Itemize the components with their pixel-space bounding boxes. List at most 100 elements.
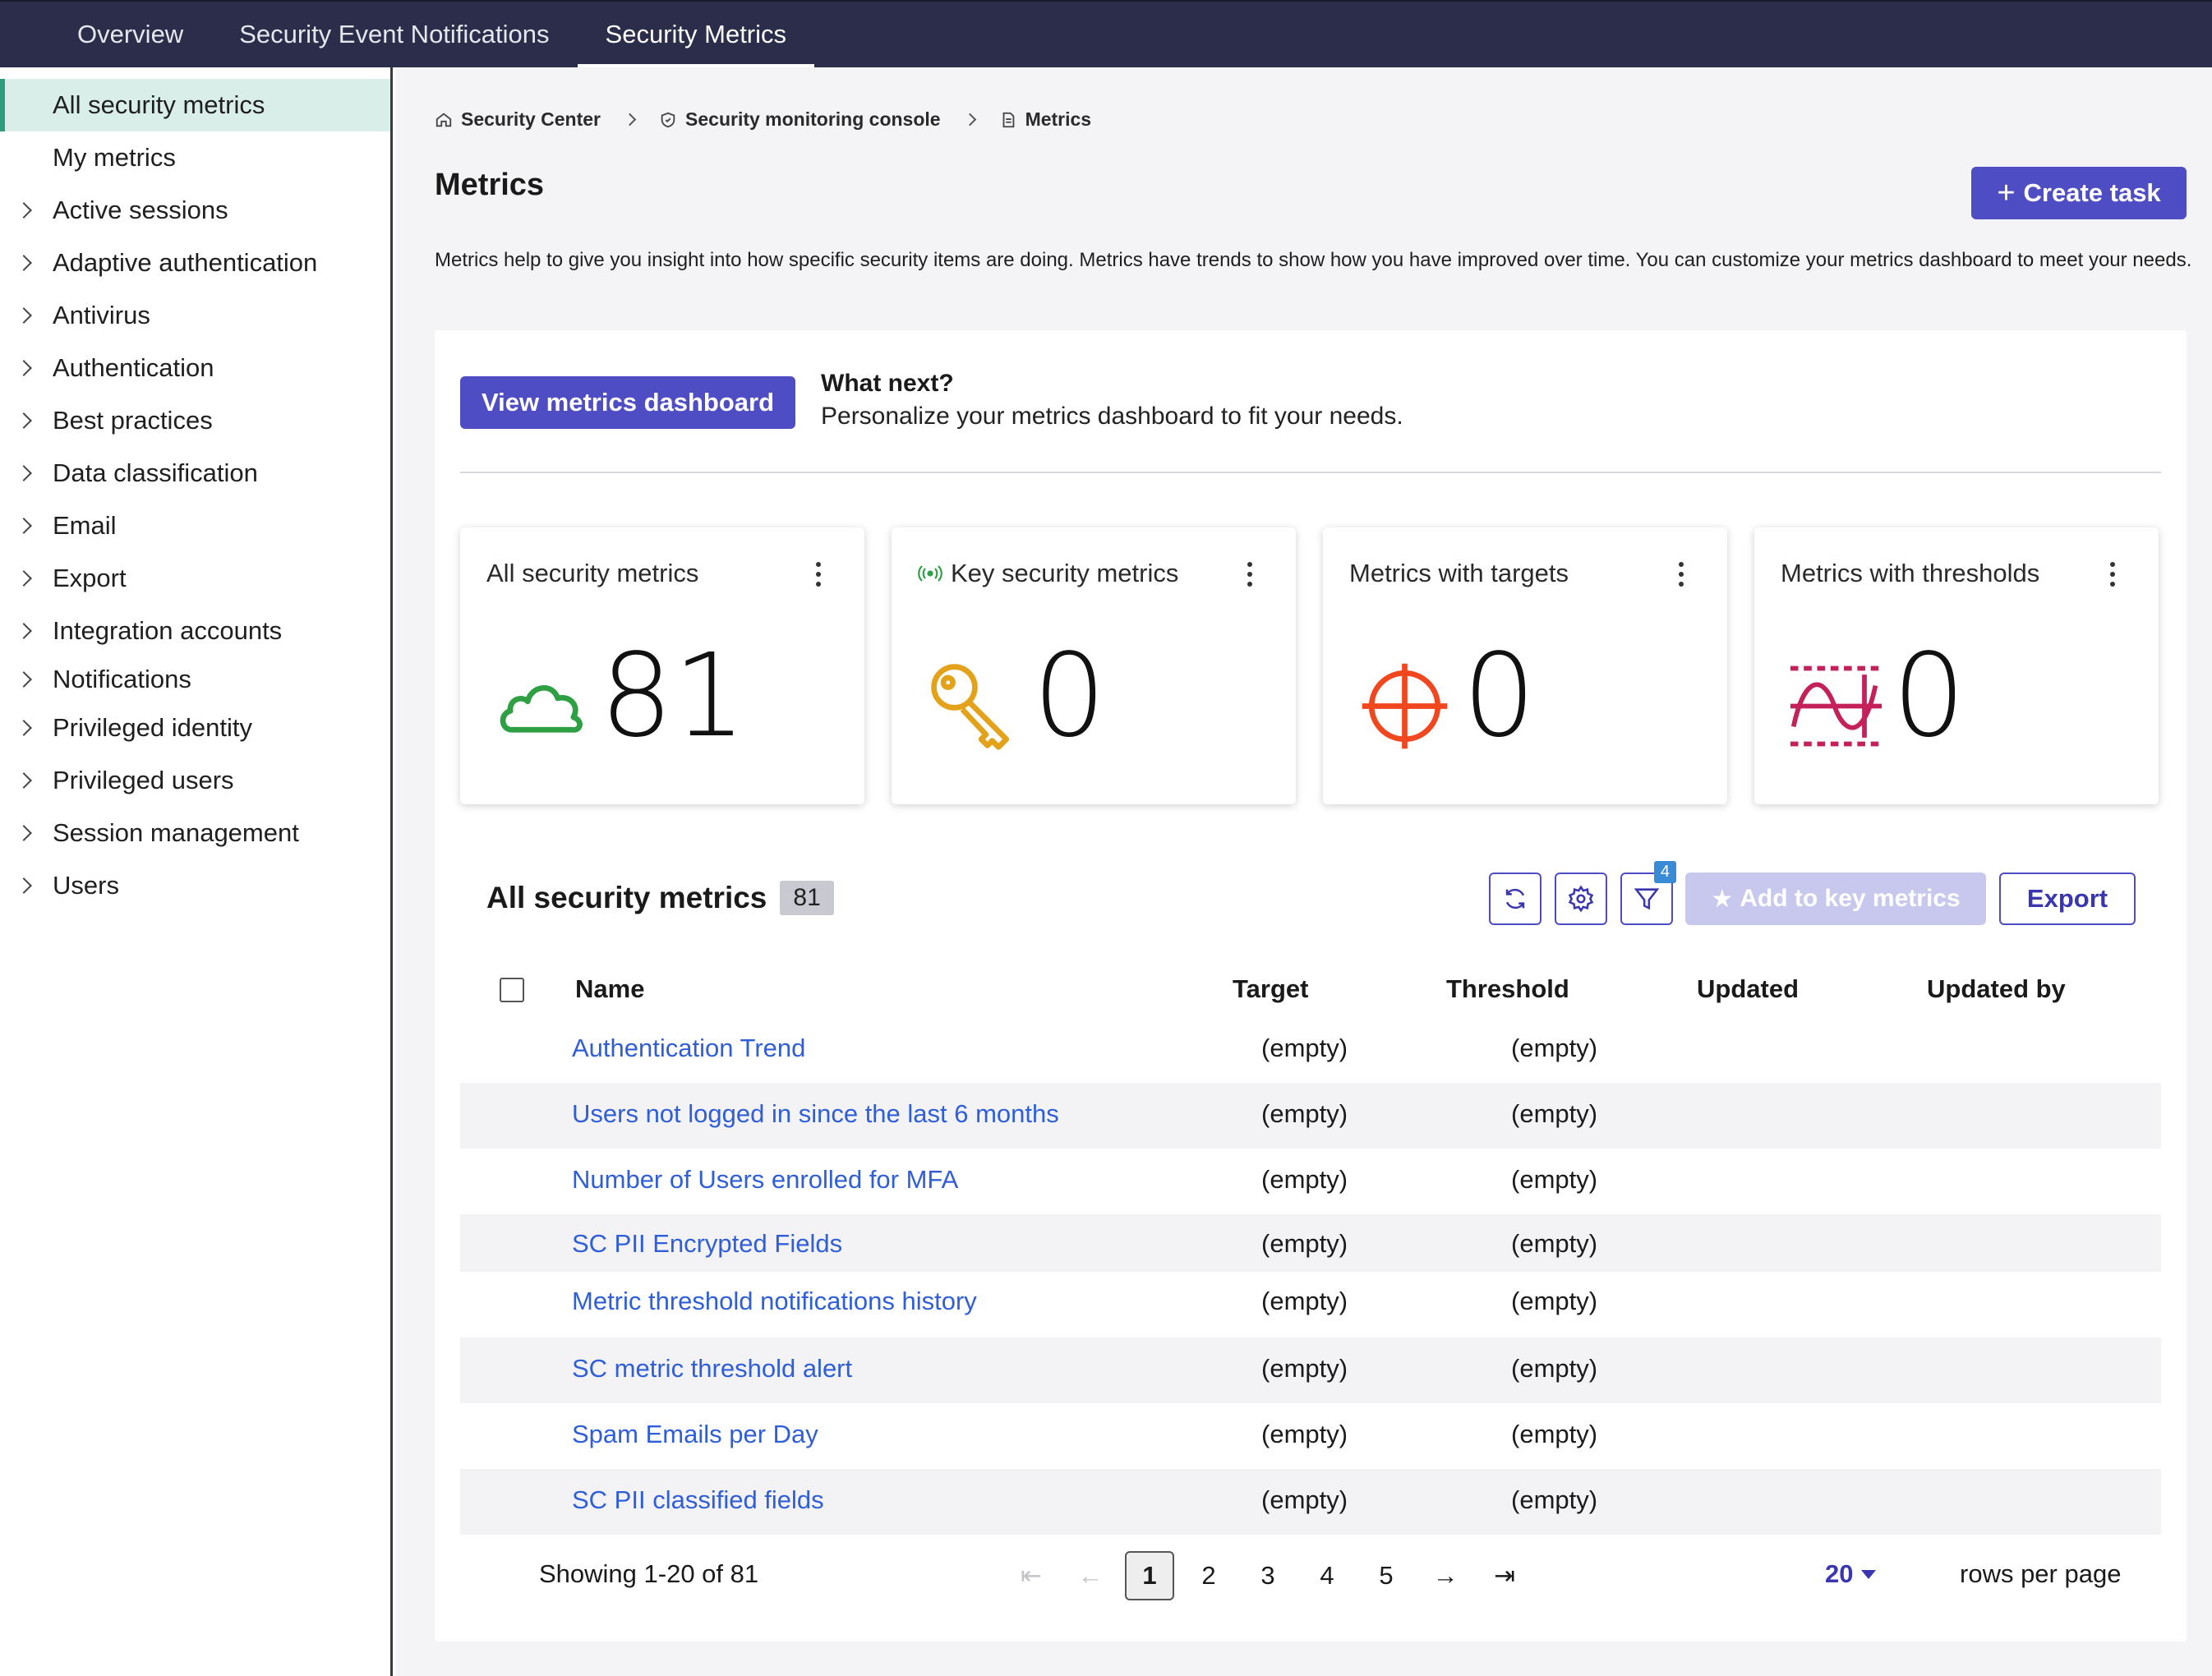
next-page-icon[interactable]: → [1432, 1561, 1459, 1590]
metrics-panel: View metrics dashboard What next? Person… [435, 330, 2187, 1641]
select-all-checkbox[interactable] [500, 978, 524, 1002]
card-metrics-with-thresholds[interactable]: Metrics with thresholds 0 [1754, 527, 2159, 804]
sidebar-item-privileged-identity[interactable]: Privileged identity [0, 702, 390, 754]
table-row: Users not logged in since the last 6 mon… [460, 1083, 2161, 1149]
tab-security-event-notifications[interactable]: Security Event Notifications [239, 20, 550, 48]
page-3-button[interactable]: 3 [1260, 1561, 1275, 1590]
table-row: SC PII classified fields (empty) (empty) [460, 1469, 2161, 1535]
sidebar-item-label: Adaptive authentication [53, 248, 318, 277]
sidebar-item-export[interactable]: Export [0, 552, 390, 605]
view-metrics-dashboard-button[interactable]: View metrics dashboard [460, 376, 795, 429]
sidebar-item-label: Session management [53, 818, 299, 847]
chevron-right-icon [16, 307, 32, 324]
main-content: Security Center Security monitoring cons… [395, 67, 2212, 1676]
metric-target: (empty) [1261, 1287, 1348, 1315]
tab-overview[interactable]: Overview [77, 20, 184, 48]
document-icon [1002, 112, 1014, 127]
star-icon: ★ [1711, 885, 1734, 913]
metric-name-link[interactable]: SC PII classified fields [572, 1485, 824, 1514]
kebab-menu-icon[interactable] [2109, 562, 2116, 587]
table-row: Metric threshold notifications history (… [460, 1272, 2161, 1338]
settings-button[interactable] [1555, 873, 1607, 925]
chevron-right-icon [963, 113, 976, 127]
metric-name-link[interactable]: Number of Users enrolled for MFA [572, 1165, 959, 1194]
filter-count-badge: 4 [1653, 861, 1676, 883]
chevron-right-icon [623, 113, 637, 127]
sidebar-item-active-sessions[interactable]: Active sessions [0, 184, 390, 237]
sidebar-item-label: Antivirus [53, 301, 150, 329]
chevron-right-icon [16, 623, 32, 639]
card-value: 0 [1892, 629, 1966, 763]
card-title: All security metrics [486, 559, 699, 587]
refresh-icon [1505, 888, 1525, 909]
key-icon [931, 664, 1010, 750]
sidebar: All security metrics My metrics Active s… [0, 67, 393, 1676]
page-5-button[interactable]: 5 [1379, 1561, 1394, 1590]
page-1-button[interactable]: 1 [1125, 1551, 1174, 1600]
kebab-menu-icon[interactable] [815, 562, 822, 587]
column-header-updated[interactable]: Updated [1697, 974, 1799, 1003]
sidebar-item-notifications[interactable]: Notifications [0, 657, 390, 702]
sidebar-item-privileged-users[interactable]: Privileged users [0, 754, 390, 807]
column-header-updated-by[interactable]: Updated by [1927, 974, 2066, 1003]
metric-threshold: (empty) [1511, 1287, 1598, 1315]
metric-target: (empty) [1261, 1354, 1348, 1383]
metric-threshold: (empty) [1511, 1034, 1598, 1062]
card-key-security-metrics[interactable]: Key security metrics 0 [892, 527, 1296, 804]
create-task-button[interactable]: + Create task [1971, 167, 2187, 219]
sidebar-item-label: Privileged identity [53, 713, 252, 742]
pagination: Showing 1-20 of 81 ⇤ ← 1 2 3 4 5 → ⇥ 20 … [435, 1543, 2187, 1609]
sidebar-item-adaptive-authentication[interactable]: Adaptive authentication [0, 237, 390, 289]
metric-name-link[interactable]: SC metric threshold alert [572, 1354, 853, 1383]
add-to-key-metrics-button[interactable]: ★ Add to key metrics [1685, 873, 1986, 925]
first-page-icon[interactable]: ⇤ [1021, 1561, 1042, 1590]
sidebar-item-users[interactable]: Users [0, 859, 390, 912]
kebab-menu-icon[interactable] [1247, 562, 1253, 587]
sidebar-item-authentication[interactable]: Authentication [0, 342, 390, 394]
sidebar-item-antivirus[interactable]: Antivirus [0, 289, 390, 342]
sidebar-item-all-security-metrics[interactable]: All security metrics [0, 79, 390, 131]
breadcrumb-item-security-center[interactable]: Security Center [435, 108, 601, 131]
divider [460, 472, 2161, 473]
metric-name-link[interactable]: Users not logged in since the last 6 mon… [572, 1099, 1059, 1128]
sidebar-item-label: Data classification [53, 458, 258, 487]
sidebar-item-label: Best practices [53, 406, 213, 435]
sidebar-item-email[interactable]: Email [0, 500, 390, 552]
page-2-button[interactable]: 2 [1201, 1561, 1216, 1590]
last-page-icon[interactable]: ⇥ [1494, 1561, 1515, 1590]
metric-name-link[interactable]: Spam Emails per Day [572, 1420, 818, 1448]
refresh-button[interactable] [1489, 873, 1541, 925]
caret-down-icon [1861, 1569, 1877, 1579]
card-title: Metrics with thresholds [1781, 559, 2040, 587]
card-metrics-with-targets[interactable]: Metrics with targets 0 [1323, 527, 1727, 804]
sidebar-item-session-management[interactable]: Session management [0, 807, 390, 859]
column-header-target[interactable]: Target [1233, 974, 1309, 1003]
intro-text: Metrics help to give you insight into ho… [435, 249, 2192, 271]
metric-target: (empty) [1261, 1229, 1348, 1258]
sidebar-item-data-classification[interactable]: Data classification [0, 447, 390, 500]
gear-icon [1568, 885, 1594, 913]
sidebar-item-my-metrics[interactable]: My metrics [0, 131, 390, 184]
rows-per-page-label: rows per page [1960, 1559, 2122, 1588]
previous-page-icon[interactable]: ← [1077, 1561, 1104, 1590]
metric-name-link[interactable]: Authentication Trend [572, 1034, 806, 1062]
column-header-threshold[interactable]: Threshold [1446, 974, 1569, 1003]
breadcrumb-item-security-monitoring-console[interactable]: Security monitoring console [659, 108, 941, 131]
page-4-button[interactable]: 4 [1320, 1561, 1334, 1590]
column-header-name[interactable]: Name [575, 974, 645, 1003]
sidebar-item-best-practices[interactable]: Best practices [0, 394, 390, 447]
export-button[interactable]: Export [1999, 873, 2136, 925]
kebab-menu-icon[interactable] [1678, 562, 1684, 587]
count-badge: 81 [780, 881, 834, 915]
filter-button[interactable]: 4 [1620, 861, 1676, 925]
sidebar-item-label: Email [53, 511, 117, 540]
top-navigation: Overview Security Event Notifications Se… [0, 0, 2212, 67]
card-all-security-metrics[interactable]: All security metrics 81 [460, 527, 864, 804]
metric-name-link[interactable]: Metric threshold notifications history [572, 1287, 977, 1315]
rows-per-page-select[interactable]: 20 [1825, 1559, 1877, 1589]
chevron-right-icon [16, 360, 32, 376]
filter-icon [1634, 888, 1660, 910]
sidebar-item-integration-accounts[interactable]: Integration accounts [0, 605, 390, 657]
tab-security-metrics[interactable]: Security Metrics [577, 2, 815, 67]
metric-name-link[interactable]: SC PII Encrypted Fields [572, 1229, 843, 1258]
